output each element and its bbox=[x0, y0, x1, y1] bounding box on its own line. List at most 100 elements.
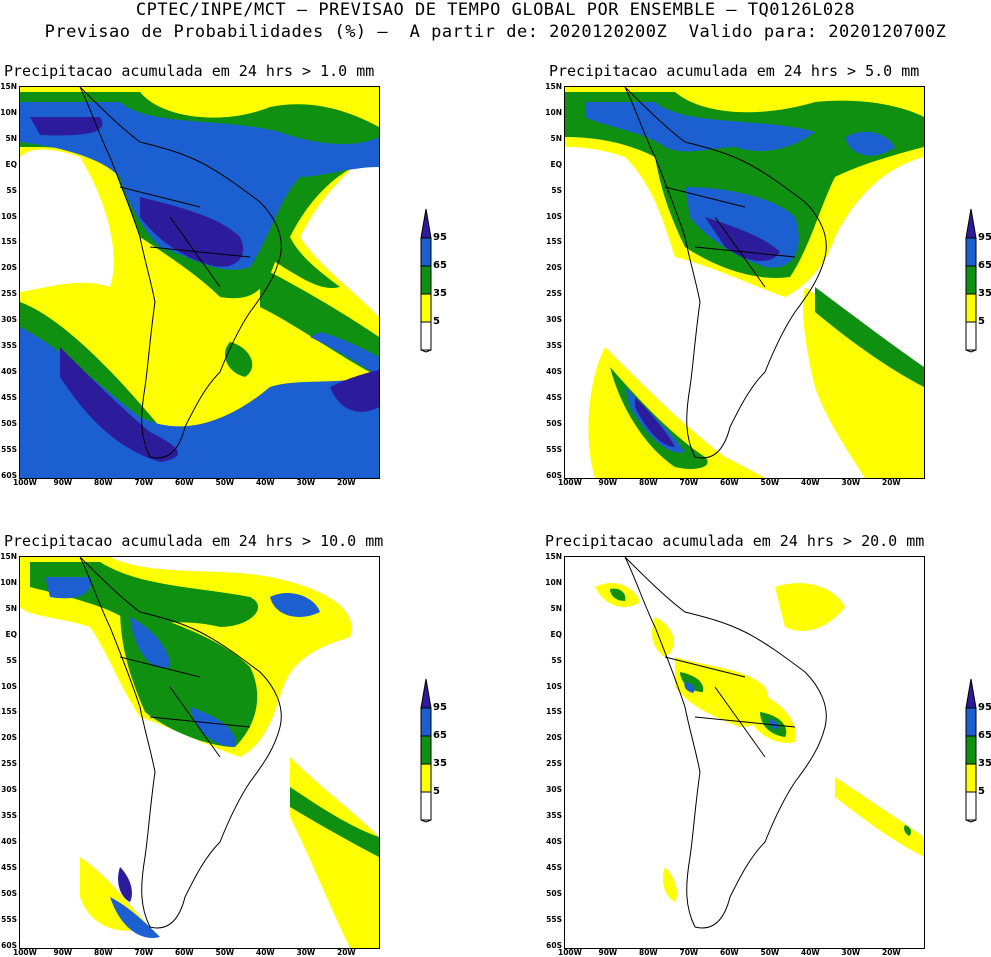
colorbar-level-label: 65 bbox=[433, 260, 447, 271]
colorbar-level-label: 5 bbox=[433, 316, 440, 327]
lon-tick-label: 50W bbox=[760, 948, 780, 957]
map-panel-4 bbox=[564, 556, 925, 949]
lat-tick-label: 5N bbox=[5, 133, 18, 143]
lat-tick-label: 45S bbox=[546, 392, 562, 402]
lon-tick-label: 40W bbox=[256, 948, 275, 957]
lon-tick-label: 90W bbox=[598, 948, 618, 957]
colorbar-graphic bbox=[420, 208, 432, 353]
lon-tick-label: 70W bbox=[679, 948, 699, 957]
probability-field-3 bbox=[20, 557, 379, 948]
map-panel-2 bbox=[564, 86, 925, 479]
lat-tick-label: 60S bbox=[1, 940, 17, 950]
coastline-3 bbox=[79, 557, 282, 929]
lon-tick-label: 40W bbox=[801, 948, 820, 957]
colorbar-segment bbox=[965, 321, 977, 351]
lon-tick-label: 20W bbox=[337, 948, 356, 957]
colorbar-level-label: 65 bbox=[433, 730, 447, 741]
lat-tick-label: 20S bbox=[1, 733, 17, 743]
lon-tick-label: 20W bbox=[882, 478, 901, 487]
lat-tick-label: 50S bbox=[1, 418, 17, 428]
contour-yellow-4 bbox=[595, 582, 924, 902]
lat-tick-label: 5N bbox=[550, 603, 563, 613]
coastline-1 bbox=[79, 87, 282, 459]
lon-tick-label: 90W bbox=[53, 478, 73, 487]
colorbar-level-label: 35 bbox=[433, 758, 447, 769]
lon-tick-label: 70W bbox=[134, 948, 154, 957]
map-panel-1 bbox=[19, 86, 380, 479]
lat-tick-label: 10S bbox=[1, 211, 17, 221]
lon-tick-label: 90W bbox=[598, 478, 618, 487]
lat-tick-label: 35S bbox=[546, 341, 562, 350]
lat-tick-label: 30S bbox=[546, 315, 562, 325]
lat-tick-label: 40S bbox=[1, 836, 17, 846]
contour-blue-1 bbox=[20, 102, 379, 478]
lat-tick-label: 35S bbox=[1, 341, 17, 350]
colorbar-segment bbox=[420, 707, 432, 737]
lat-tick-label: 60S bbox=[546, 470, 562, 480]
lat-tick-label: 50S bbox=[546, 888, 562, 898]
colorbar-segment bbox=[420, 265, 432, 295]
lon-tick-label: 60W bbox=[720, 948, 739, 957]
colorbar-segment bbox=[965, 707, 977, 737]
colorbar-bottom-arrow bbox=[420, 819, 432, 823]
colorbar-segment bbox=[420, 237, 432, 267]
lat-tick-label: 10N bbox=[0, 577, 17, 587]
colorbar-level-label: 5 bbox=[978, 786, 985, 797]
lat-tick-label: 40S bbox=[546, 366, 562, 376]
contour-purple-2 bbox=[635, 217, 780, 447]
lon-tick-label: 40W bbox=[256, 478, 275, 487]
colorbar-graphic bbox=[965, 208, 977, 353]
colorbar-segment bbox=[965, 265, 977, 295]
header-line-1: CPTEC/INPE/MCT — PREVISAO DE TEMPO GLOBA… bbox=[135, 0, 856, 20]
coastline-2 bbox=[624, 87, 827, 459]
lon-tick-label: 40W bbox=[801, 478, 820, 487]
lat-tick-label: 60S bbox=[1, 470, 17, 480]
lat-tick-label: 15S bbox=[1, 237, 17, 247]
lon-tick-label: 20W bbox=[882, 948, 901, 957]
contour-purple-3 bbox=[118, 867, 132, 902]
lat-tick-label: 15S bbox=[546, 237, 562, 247]
lon-tick-label: 70W bbox=[679, 478, 699, 487]
colorbar-segment bbox=[965, 735, 977, 765]
lat-tick-label: 55S bbox=[1, 444, 17, 454]
lat-tick-label: 5S bbox=[6, 655, 17, 665]
lat-tick-label: EQ bbox=[5, 159, 18, 169]
colorbar-segment bbox=[965, 763, 977, 793]
panel-title-1: Precipitacao acumulada em 24 hrs > 1.0 m… bbox=[4, 62, 375, 80]
colorbar-segment bbox=[420, 763, 432, 793]
colorbar-1: 95 65 35 5 bbox=[420, 208, 456, 353]
colorbar-top-arrow bbox=[965, 208, 977, 239]
panel-title-2: Precipitacao acumulada em 24 hrs > 5.0 m… bbox=[549, 62, 920, 80]
lat-tick-label: EQ bbox=[550, 629, 563, 639]
lon-tick-label: 100W bbox=[13, 478, 37, 487]
lon-tick-label: 70W bbox=[134, 478, 154, 487]
colorbar-segment bbox=[420, 321, 432, 351]
lat-tick-label: 50S bbox=[546, 418, 562, 428]
lat-tick-label: 30S bbox=[1, 315, 17, 325]
lat-tick-label: 45S bbox=[546, 862, 562, 872]
lon-tick-label: 30W bbox=[296, 948, 316, 957]
colorbar-level-label: 95 bbox=[978, 702, 991, 713]
colorbar-level-label: 95 bbox=[433, 702, 447, 713]
lat-tick-label: 5N bbox=[550, 133, 563, 143]
lat-tick-label: 60S bbox=[546, 940, 562, 950]
lon-tick-label: 100W bbox=[558, 478, 582, 487]
lat-tick-label: 25S bbox=[546, 759, 562, 769]
lon-tick-label: 50W bbox=[215, 948, 235, 957]
panel-title-3: Precipitacao acumulada em 24 hrs > 10.0 … bbox=[4, 532, 384, 550]
lat-tick-label: 30S bbox=[546, 785, 562, 795]
lat-tick-label: 20S bbox=[546, 733, 562, 743]
contour-purple-1 bbox=[30, 117, 379, 462]
lat-tick-label: 10N bbox=[545, 107, 562, 117]
lat-tick-label: 50S bbox=[1, 888, 17, 898]
colorbar-2: 95 65 35 5 bbox=[965, 208, 991, 353]
contour-blue-3 bbox=[45, 577, 320, 938]
colorbar-3: 95 65 35 5 bbox=[420, 678, 456, 823]
lon-tick-label: 80W bbox=[94, 948, 113, 957]
lat-tick-label: 5S bbox=[551, 185, 562, 195]
coastline-4 bbox=[624, 557, 827, 929]
lat-tick-label: 20S bbox=[546, 263, 562, 273]
lat-tick-label: 20S bbox=[1, 263, 17, 273]
colorbar-top-arrow bbox=[420, 678, 432, 709]
colorbar-level-label: 95 bbox=[978, 232, 991, 243]
